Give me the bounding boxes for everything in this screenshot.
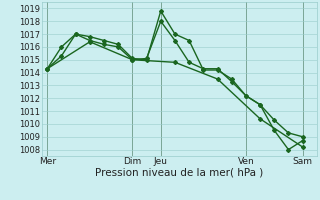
X-axis label: Pression niveau de la mer( hPa ): Pression niveau de la mer( hPa )	[95, 168, 263, 178]
